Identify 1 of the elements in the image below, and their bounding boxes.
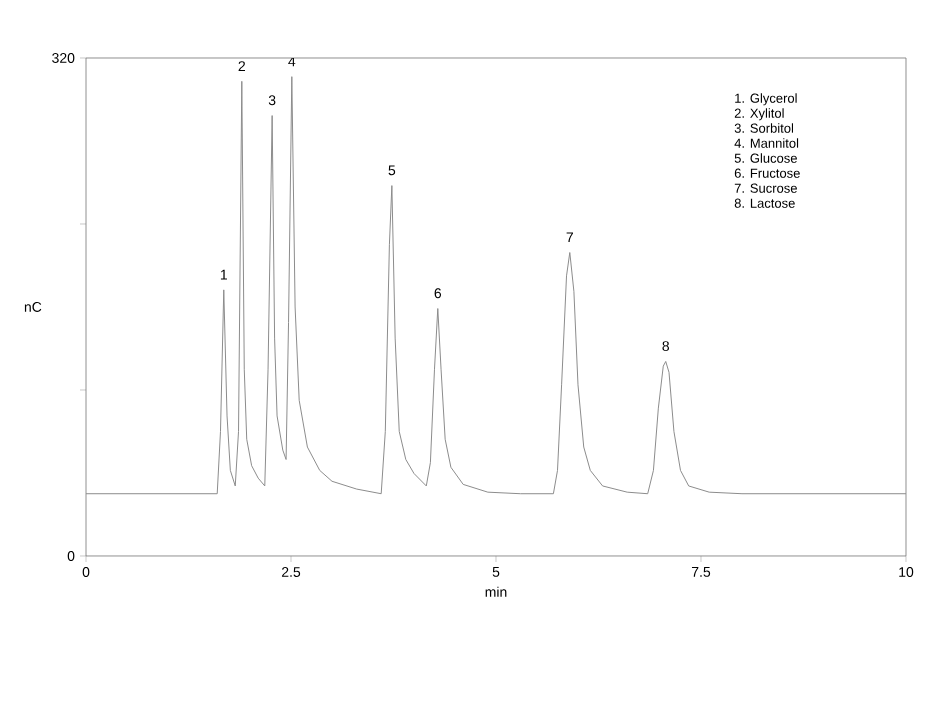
line-series [86,76,906,495]
